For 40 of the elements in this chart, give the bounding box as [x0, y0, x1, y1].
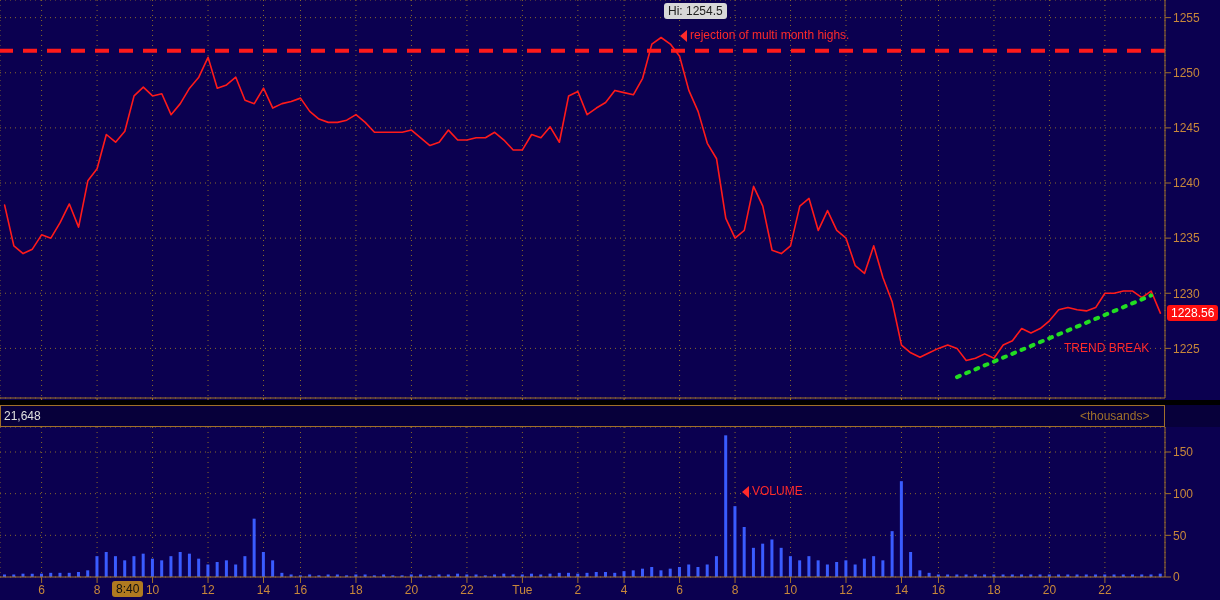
y-tick-label: 1255: [1173, 10, 1201, 25]
y-tick-label: 1240: [1173, 176, 1201, 191]
annotation: TREND BREAK: [1064, 341, 1150, 355]
x-tick-label: 4: [620, 582, 628, 597]
y-tick-label: 1250: [1173, 66, 1201, 81]
text: <thousands>: [1080, 409, 1150, 423]
annotation: Hi: 1254.5: [668, 4, 723, 18]
text: 21,648: [4, 409, 41, 423]
text: 1228.56: [1171, 306, 1215, 320]
x-tick-label: 8: [93, 582, 101, 597]
y-tick-label: 1230: [1173, 286, 1201, 301]
x-tick-label: 6: [676, 582, 684, 597]
x-tick-label: 12: [839, 582, 854, 597]
x-tick-label: 22: [1098, 582, 1112, 597]
y-tick-label: 100: [1173, 486, 1194, 501]
y-tick-label: 1225: [1173, 341, 1201, 356]
x-tick-label: 8: [731, 582, 739, 597]
x-tick-label: Tue: [512, 582, 533, 597]
annotation: VOLUME: [752, 484, 803, 498]
x-tick-label: 14: [894, 582, 909, 597]
x-tick-label: 18: [349, 582, 363, 597]
x-tick-label: 14: [256, 582, 271, 597]
text: 8:40: [116, 582, 140, 596]
x-tick-label: 18: [987, 582, 1001, 597]
x-tick-label: 22: [460, 582, 474, 597]
y-tick-label: 50: [1173, 528, 1187, 543]
x-tick-label: 16: [293, 582, 308, 597]
y-tick-label: 150: [1173, 445, 1194, 460]
y-tick-label: 1245: [1173, 121, 1201, 136]
x-tick-label: 20: [404, 582, 419, 597]
x-tick-label: 12: [201, 582, 216, 597]
x-tick-label: 16: [931, 582, 946, 597]
x-tick-label: 20: [1042, 582, 1057, 597]
x-tick-label: 10: [783, 582, 798, 597]
y-tick-label: 0: [1173, 570, 1180, 585]
x-tick-label: 10: [145, 582, 160, 597]
annotation: rejection of multi month highs.: [690, 28, 850, 42]
x-tick-label: 6: [38, 582, 46, 597]
x-tick-label: 2: [574, 582, 582, 597]
y-tick-label: 1235: [1173, 231, 1201, 246]
